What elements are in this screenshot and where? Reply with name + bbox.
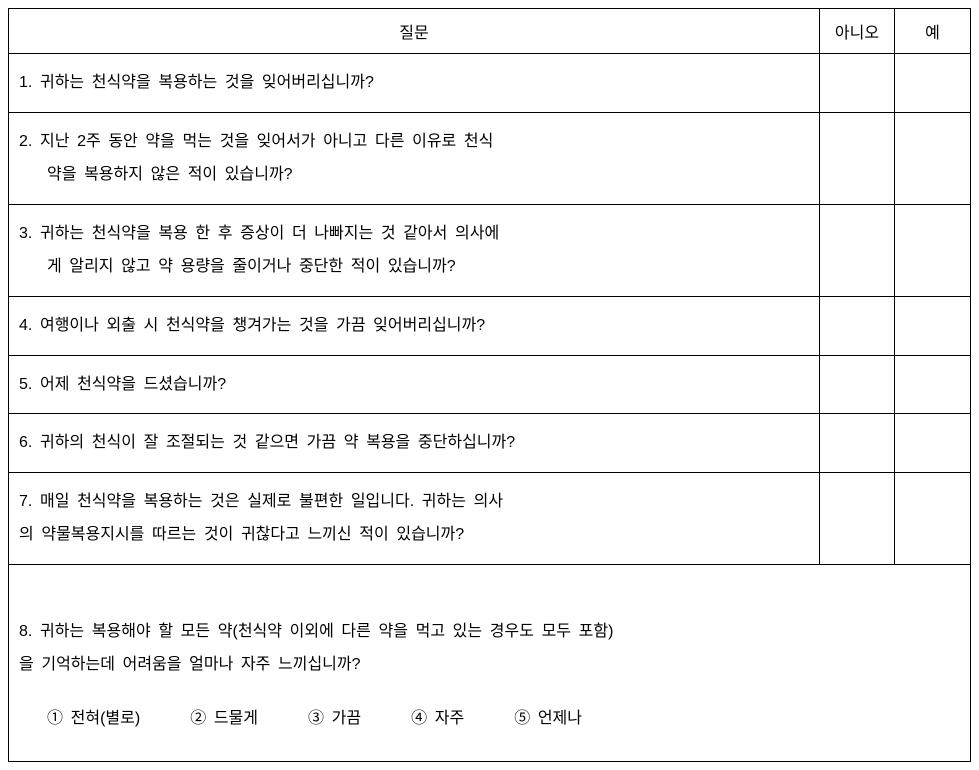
answer-no-4[interactable] [820,297,895,355]
question-text-2: 2. 지난 2주 동안 약을 먹는 것을 잊어서가 아니고 다른 이유로 천식 … [9,113,820,204]
table-header-row: 질문 아니오 예 [9,9,970,54]
question-text-4: 4. 여행이나 외출 시 천식약을 챙겨가는 것을 가끔 잊어버리십니까? [9,297,820,355]
header-question-label: 질문 [9,9,820,53]
q8-option-2[interactable]: ② 드물게 [190,702,258,736]
answer-yes-6[interactable] [895,414,970,472]
answer-no-6[interactable] [820,414,895,472]
q3-line1: 3. 귀하는 천식약을 복용 한 후 증상이 더 나빠지는 것 같아서 의사에 [19,225,499,242]
q1-line1: 1. 귀하는 천식약을 복용하는 것을 잊어버리십니까? [19,74,374,91]
answer-yes-7[interactable] [895,473,970,564]
q8-line1: 8. 귀하는 복용해야 할 모든 약(천식약 이외에 다른 약을 먹고 있는 경… [19,623,613,640]
question-row-2: 2. 지난 2주 동안 약을 먹는 것을 잊어서가 아니고 다른 이유로 천식 … [9,113,970,205]
question-row-8: 8. 귀하는 복용해야 할 모든 약(천식약 이외에 다른 약을 먹고 있는 경… [9,565,970,761]
answer-yes-3[interactable] [895,205,970,296]
q8-options-container: ① 전혀(별로) ② 드물게 ③ 가끔 ④ 자주 ⑤ 언제나 [19,702,960,736]
q8-option-3[interactable]: ③ 가끔 [308,702,361,736]
answer-no-5[interactable] [820,356,895,414]
question-row-5: 5. 어제 천식약을 드셨습니까? [9,356,970,415]
q7-line1: 7. 매일 천식약을 복용하는 것은 실제로 불편한 일입니다. 귀하는 의사 [19,493,503,510]
question-text-8: 8. 귀하는 복용해야 할 모든 약(천식약 이외에 다른 약을 먹고 있는 경… [19,581,960,682]
question-row-6: 6. 귀하의 천식이 잘 조절되는 것 같으면 가끔 약 복용을 중단하십니까? [9,414,970,473]
q3-line2: 게 알리지 않고 약 용량을 줄이거나 중단한 적이 있습니까? [19,250,809,284]
question-text-5: 5. 어제 천식약을 드셨습니까? [9,356,820,414]
answer-yes-2[interactable] [895,113,970,204]
header-no-label: 아니오 [820,9,895,53]
question-row-1: 1. 귀하는 천식약을 복용하는 것을 잊어버리십니까? [9,54,970,113]
answer-yes-4[interactable] [895,297,970,355]
answer-no-1[interactable] [820,54,895,112]
answer-no-7[interactable] [820,473,895,564]
answer-yes-1[interactable] [895,54,970,112]
question-row-7: 7. 매일 천식약을 복용하는 것은 실제로 불편한 일입니다. 귀하는 의사 … [9,473,970,565]
q5-line1: 5. 어제 천식약을 드셨습니까? [19,376,226,393]
question-text-6: 6. 귀하의 천식이 잘 조절되는 것 같으면 가끔 약 복용을 중단하십니까? [9,414,820,472]
question-text-3: 3. 귀하는 천식약을 복용 한 후 증상이 더 나빠지는 것 같아서 의사에 … [9,205,820,296]
question-text-7: 7. 매일 천식약을 복용하는 것은 실제로 불편한 일입니다. 귀하는 의사 … [9,473,820,564]
q8-option-4[interactable]: ④ 자주 [411,702,464,736]
answer-no-3[interactable] [820,205,895,296]
q6-line1: 6. 귀하의 천식이 잘 조절되는 것 같으면 가끔 약 복용을 중단하십니까? [19,434,515,451]
q8-option-1[interactable]: ① 전혀(별로) [47,702,140,736]
q8-line2: 을 기억하는데 어려움을 얼마나 자주 느끼십니까? [19,656,361,673]
question-row-4: 4. 여행이나 외출 시 천식약을 챙겨가는 것을 가끔 잊어버리십니까? [9,297,970,356]
q2-line2: 약을 복용하지 않은 적이 있습니까? [19,158,809,192]
q2-line1: 2. 지난 2주 동안 약을 먹는 것을 잊어서가 아니고 다른 이유로 천식 [19,133,493,150]
answer-yes-5[interactable] [895,356,970,414]
question-row-3: 3. 귀하는 천식약을 복용 한 후 증상이 더 나빠지는 것 같아서 의사에 … [9,205,970,297]
question-text-1: 1. 귀하는 천식약을 복용하는 것을 잊어버리십니까? [9,54,820,112]
questionnaire-table: 질문 아니오 예 1. 귀하는 천식약을 복용하는 것을 잊어버리십니까? 2.… [8,8,971,762]
q4-line1: 4. 여행이나 외출 시 천식약을 챙겨가는 것을 가끔 잊어버리십니까? [19,317,485,334]
q7-line2: 의 약물복용지시를 따르는 것이 귀찮다고 느끼신 적이 있습니까? [19,526,464,543]
header-yes-label: 예 [895,9,970,53]
q8-option-5[interactable]: ⑤ 언제나 [514,702,582,736]
answer-no-2[interactable] [820,113,895,204]
